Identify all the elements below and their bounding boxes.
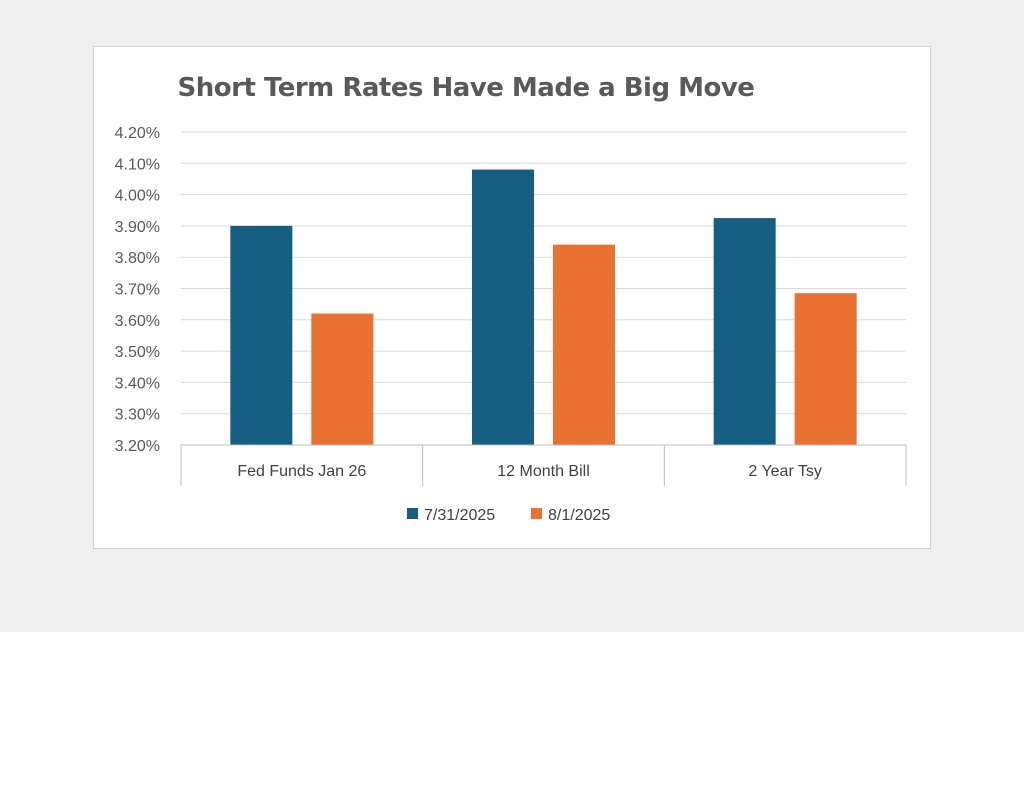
bar: [713, 218, 776, 445]
bar: [794, 293, 857, 445]
y-tick-label: 3.60%: [115, 313, 160, 330]
y-tick-label: 4.20%: [115, 125, 160, 142]
legend-swatch: [531, 508, 542, 519]
legend-label: 8/1/2025: [548, 507, 610, 524]
bar: [311, 313, 374, 445]
bars: [230, 169, 857, 445]
y-tick-label: 3.80%: [115, 250, 160, 267]
bar: [230, 225, 293, 445]
x-category-label: Fed Funds Jan 26: [237, 463, 366, 480]
legend-swatch: [407, 508, 418, 519]
legend-label: 7/31/2025: [424, 507, 495, 524]
y-tick-label: 4.00%: [115, 188, 160, 205]
bar: [553, 244, 615, 445]
y-tick-label: 4.10%: [115, 156, 160, 173]
legend: 7/31/2025 8/1/2025: [407, 507, 610, 524]
y-tick-label: 3.20%: [115, 438, 160, 455]
bar: [472, 169, 534, 445]
y-tick-label: 3.30%: [115, 407, 160, 424]
x-category-label: 12 Month Bill: [497, 463, 590, 480]
chart-title: Short Term Rates Have Made a Big Move: [178, 73, 755, 103]
y-tick-label: 3.90%: [115, 219, 160, 236]
y-tick-label: 3.70%: [115, 282, 160, 299]
x-axis: Fed Funds Jan 26 12 Month Bill 2 Year Tsy: [180, 444, 907, 486]
y-tick-label: 3.50%: [115, 344, 160, 361]
x-category-label: 2 Year Tsy: [748, 463, 822, 480]
y-tick-label: 3.40%: [115, 375, 160, 392]
y-axis-ticks: 4.20% 4.10% 4.00% 3.90% 3.80% 3.70% 3.60% 3.50%…: [115, 125, 160, 455]
